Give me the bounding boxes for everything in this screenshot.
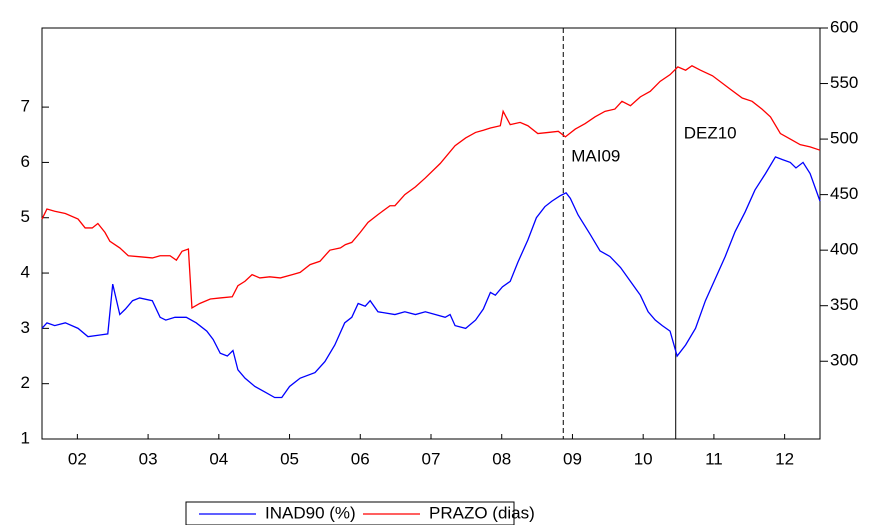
y-tick-label: 1 xyxy=(21,428,30,447)
annotation: MAI09 xyxy=(571,146,620,165)
y2-tick-label: 550 xyxy=(830,73,858,92)
y2-tick-label: 400 xyxy=(830,240,858,259)
legend: INAD90 (%) PRAZO (dias) xyxy=(185,501,535,525)
legend-label: INAD90 (%) xyxy=(265,503,356,522)
y-tick-label: 7 xyxy=(21,97,30,116)
y-tick-label: 3 xyxy=(21,318,30,337)
x-tick-label: 11 xyxy=(705,449,723,468)
x-tick-label: 10 xyxy=(634,449,653,468)
legend-box xyxy=(185,501,515,525)
y2-tick-label: 300 xyxy=(830,351,858,370)
annotation: DEZ10 xyxy=(684,123,737,142)
x-tick-label: 09 xyxy=(563,449,582,468)
x-tick-label: 07 xyxy=(422,449,441,468)
y-tick-label: 4 xyxy=(21,263,30,282)
plot-frame xyxy=(41,27,821,440)
y2-tick-label: 500 xyxy=(830,129,858,148)
y2-tick-label: 450 xyxy=(830,184,858,203)
y-tick-label: 2 xyxy=(21,373,30,392)
x-tick-label: 02 xyxy=(68,449,87,468)
x-tick-label: 04 xyxy=(209,449,228,468)
y-tick-label: 6 xyxy=(21,152,30,171)
y2-tick-label: 350 xyxy=(830,295,858,314)
legend-label: PRAZO (dias) xyxy=(429,503,535,522)
x-tick-label: 03 xyxy=(139,449,158,468)
x-tick-label: 12 xyxy=(775,449,794,468)
x-tick-label: 05 xyxy=(280,449,299,468)
y2-tick-label: 600 xyxy=(830,17,858,36)
x-tick-label: 08 xyxy=(492,449,511,468)
series-line xyxy=(41,156,821,399)
series-line xyxy=(41,65,821,310)
y-tick-label: 5 xyxy=(21,207,30,226)
x-tick-label: 06 xyxy=(351,449,370,468)
